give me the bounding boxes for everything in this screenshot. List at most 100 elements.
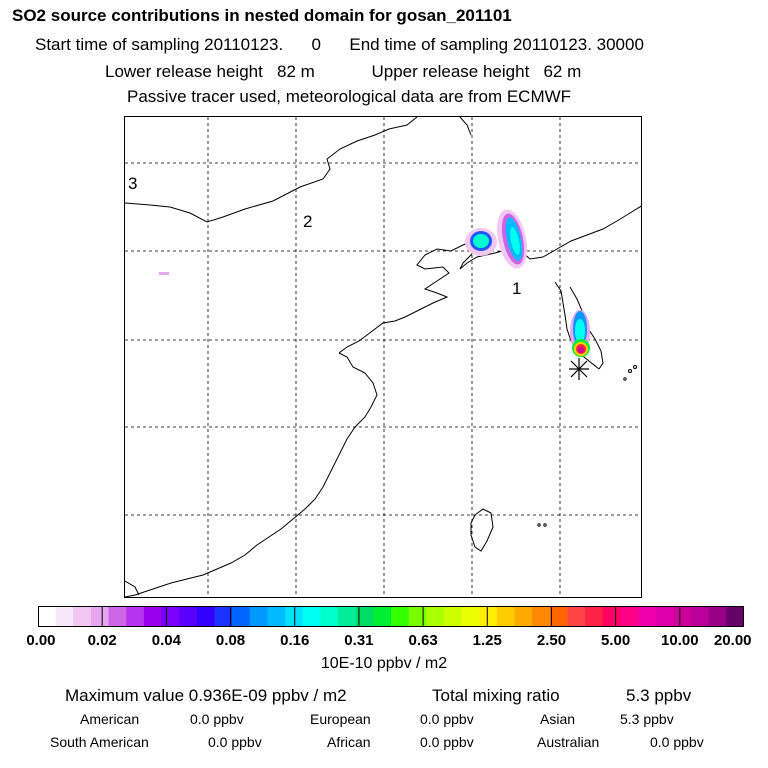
island-dot <box>623 377 627 381</box>
island-dot <box>633 365 637 369</box>
contribution-name-south-american: South American <box>50 734 149 750</box>
colorbar-cell <box>514 606 533 627</box>
colorbar-tick-label: 0.16 <box>280 632 310 649</box>
southeast-china-coast <box>125 352 378 597</box>
island-dot <box>537 523 541 527</box>
colorbar-tick-label: 0.08 <box>215 632 246 649</box>
taiwan-coast <box>470 508 494 552</box>
release-height-info: Lower release height 82 m Upper release … <box>105 62 582 81</box>
colorbar-cell <box>638 606 657 627</box>
colorbar-cell <box>267 606 286 627</box>
plume-contour <box>510 227 520 255</box>
colorbar-cell <box>461 606 480 627</box>
sampling-time-info: Start time of sampling 20110123. 0 End t… <box>35 35 644 54</box>
colorbar-cell <box>179 606 198 627</box>
island-dot <box>543 523 547 527</box>
colorbar-cell <box>38 606 57 627</box>
tracer-info: Passive tracer used, meteorological data… <box>127 87 572 106</box>
contribution-name-asian: Asian <box>540 711 576 727</box>
contribution-value-european: 0.0 ppbv <box>420 711 474 727</box>
graticule <box>125 117 641 597</box>
colorbar-cell <box>302 606 321 627</box>
colorbar-cell <box>73 606 92 627</box>
plume-contour <box>159 272 169 275</box>
colorbar-cell <box>126 606 145 627</box>
colorbar-tick-label: 0.31 <box>344 632 374 649</box>
colorbar-cell <box>532 606 551 627</box>
colorbar-cell <box>620 606 639 627</box>
colorbar-cell <box>549 606 568 627</box>
colorbar-cell <box>426 606 445 627</box>
colorbar-cell <box>320 606 339 627</box>
contribution-value-african: 0.0 ppbv <box>420 734 474 750</box>
northern-border <box>125 117 418 223</box>
colorbar-cell <box>373 606 392 627</box>
contribution-value-australian: 0.0 ppbv <box>650 734 704 750</box>
colorbar-tick-label: 0.02 <box>87 632 117 649</box>
region-label-1: 1 <box>512 279 521 298</box>
korea-west-coast <box>554 281 600 370</box>
colorbar-cell <box>691 606 710 627</box>
colorbar-cell <box>655 606 674 627</box>
contribution-value-south-american: 0.0 ppbv <box>208 734 262 750</box>
colorbar-cell <box>585 606 604 627</box>
colorbar-tick-label: 5.00 <box>601 632 631 649</box>
map-panel: 1 2 3 <box>124 116 642 598</box>
colorbar-cell <box>232 606 251 627</box>
colorbar-cell <box>708 606 727 627</box>
colorbar-cell <box>443 606 463 627</box>
contribution-value-asian: 5.3 ppbv <box>620 711 674 727</box>
contribution-name-australian: Australian <box>537 734 600 750</box>
receptor-asterisk-icon <box>569 358 589 380</box>
northeast-border <box>542 205 641 258</box>
hainan-coast <box>125 580 140 596</box>
colorbar-frame <box>38 606 744 627</box>
region-label-3: 3 <box>128 174 137 193</box>
contribution-name-american: American <box>80 711 140 727</box>
colorbar-cell <box>602 606 621 627</box>
colorbar-tick-label: 0.04 <box>151 632 181 649</box>
colorbar-cell <box>338 606 357 627</box>
contribution-name-european: European <box>310 711 371 727</box>
contribution-name-african: African <box>327 734 371 750</box>
maximum-value: Maximum value 0.936E-09 ppbv / m2 <box>65 686 347 705</box>
colorbar-cell <box>143 606 163 627</box>
colorbar-tick-label: 2.50 <box>536 632 567 649</box>
colorbar-cell <box>108 606 127 627</box>
colorbar-units: 10E-10 ppbv / m2 <box>320 655 448 672</box>
colorbar-cell <box>196 606 215 627</box>
colorbar-tick-label: 1.25 <box>472 632 502 649</box>
colorbar-cell <box>479 606 498 627</box>
colorbar-cell <box>673 606 692 627</box>
plume-contour <box>575 319 585 343</box>
total-mixing-ratio-value: 5.3 ppbv <box>626 686 692 705</box>
colorbar-cell <box>55 606 74 627</box>
colorbar-cell <box>285 606 304 627</box>
korea-east-coast <box>569 286 604 370</box>
colorbar <box>38 606 744 627</box>
plume-contour <box>473 234 489 248</box>
colorbar-cell <box>408 606 427 627</box>
colorbar-cell <box>161 606 180 627</box>
colorbar-cell <box>249 606 268 627</box>
colorbar-tick-label: 20.00 <box>713 632 752 649</box>
so2-plumes <box>159 209 590 357</box>
coastlines <box>125 117 641 597</box>
map-title: SO2 source contributions in nested domai… <box>12 6 512 25</box>
island-dot <box>628 369 632 373</box>
colorbar-cell <box>214 606 233 627</box>
plume-contour <box>578 347 584 353</box>
colorbar-tick-label: 0.63 <box>408 632 438 649</box>
colorbar-cell <box>496 606 516 627</box>
colorbar-tick-label: 0.00 <box>26 632 56 649</box>
map-canvas: 1 2 3 <box>125 117 641 597</box>
total-mixing-ratio-label: Total mixing ratio <box>432 686 560 705</box>
colorbar-cell <box>567 606 586 627</box>
colorbar-cell <box>391 606 410 627</box>
colorbar-tick-label: 10.00 <box>661 632 699 649</box>
region-label-2: 2 <box>303 212 312 231</box>
contribution-value-american: 0.0 ppbv <box>190 711 244 727</box>
colorbar-cell <box>90 606 110 627</box>
bohai-yellow-sea-coast <box>338 240 544 354</box>
colorbar-cell <box>726 606 744 627</box>
